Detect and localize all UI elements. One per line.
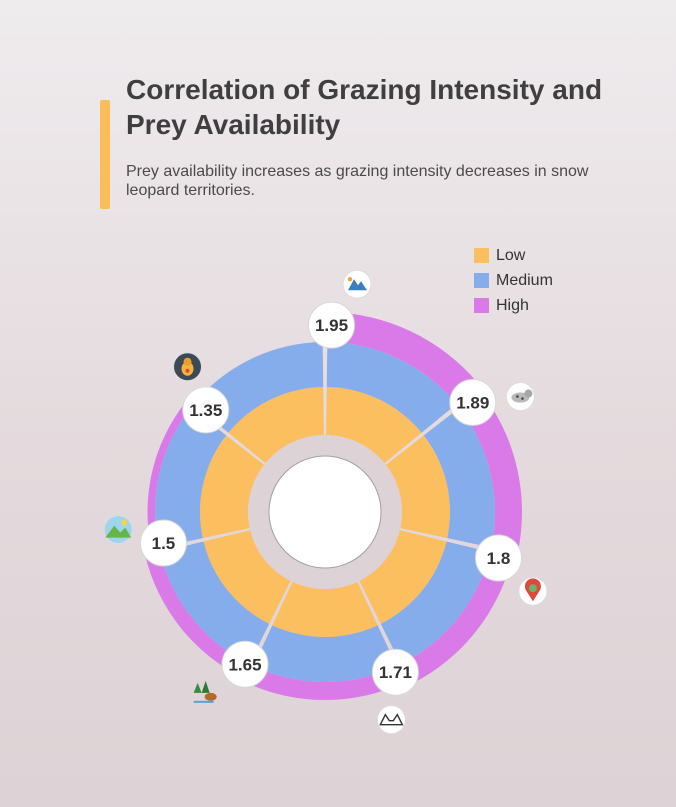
value-bubble (221, 640, 269, 688)
center-circle (268, 455, 382, 569)
bar-segment-medium[interactable] (380, 541, 491, 665)
legend-swatch-medium (474, 273, 489, 288)
bar-segment-low[interactable] (203, 530, 291, 624)
legend-label-low: Low (496, 246, 526, 264)
value-label: 1.95 (315, 316, 348, 335)
bar-segment-high[interactable] (245, 666, 405, 700)
value-label: 1.8 (487, 549, 511, 568)
bar-segment-medium[interactable] (155, 407, 227, 548)
legend-item-medium[interactable]: Medium (474, 268, 553, 293)
center-hole (248, 435, 402, 589)
chart-subtitle: Prey availability increases as grazing i… (126, 163, 589, 199)
bar-segment-low[interactable] (272, 581, 378, 637)
value-label-group: 1.65 (221, 640, 269, 688)
legend-swatch-high (474, 298, 489, 313)
legend-swatch-low (474, 248, 489, 263)
bar-segment-low[interactable] (359, 530, 447, 624)
marmot-icon (173, 352, 203, 382)
snow-leopard-icon (505, 382, 535, 412)
value-label: 1.89 (456, 393, 489, 412)
mountain-icon (342, 269, 372, 299)
location-pin-icon (518, 576, 548, 606)
value-bubble (449, 378, 497, 426)
value-bubble (371, 648, 419, 696)
bar-segment-high[interactable] (400, 552, 513, 685)
value-label-group: 1.71 (371, 648, 419, 696)
mountain-pass-icon (376, 705, 406, 735)
value-label-group: 1.95 (308, 301, 356, 349)
value-bubble (139, 519, 187, 567)
legend-label-medium: Medium (496, 271, 553, 289)
bar-group-1[interactable] (326, 312, 480, 464)
meadow-icon (103, 515, 133, 545)
bar-segment-medium[interactable] (159, 541, 270, 665)
bar-segment-low[interactable] (326, 387, 422, 464)
bar-segment-high[interactable] (327, 312, 480, 405)
value-bubble (474, 534, 522, 582)
value-label: 1.35 (189, 401, 222, 420)
legend: Low Medium High (474, 243, 553, 318)
forest-bear-icon (193, 680, 217, 703)
value-label: 1.71 (379, 663, 412, 682)
value-label-group: 1.35 (182, 386, 230, 434)
value-label-group: 1.5 (139, 519, 187, 567)
bar-group-4[interactable] (245, 581, 405, 700)
bar-segment-medium[interactable] (326, 342, 457, 433)
bars-layer (145, 312, 522, 700)
labels-layer: 1.95 1.89 1.8 1.71 1.65 1.5 1.35 (103, 269, 548, 735)
legend-item-low[interactable]: Low (474, 243, 553, 268)
chart-title: Correlation of Grazing Intensity and Pre… (126, 74, 603, 140)
bar-segment-low[interactable] (228, 387, 324, 464)
title-accent-bar (100, 100, 110, 209)
bar-group-3[interactable] (359, 530, 513, 685)
bar-group-6[interactable] (147, 403, 265, 550)
bar-segment-medium[interactable] (423, 407, 495, 548)
bar-group-2[interactable] (385, 391, 522, 554)
value-label: 1.5 (152, 534, 176, 553)
value-label-group: 1.89 (449, 378, 497, 426)
bar-segment-high[interactable] (459, 391, 522, 554)
bar-segment-low[interactable] (200, 435, 265, 539)
legend-label-high: High (496, 296, 529, 314)
value-bubble (308, 301, 356, 349)
bar-segment-low[interactable] (385, 435, 450, 539)
bar-segment-medium[interactable] (253, 625, 397, 682)
legend-item-high[interactable]: High (474, 293, 553, 318)
value-label-group: 1.8 (474, 534, 522, 582)
value-bubble (182, 386, 230, 434)
value-label: 1.65 (228, 655, 261, 674)
